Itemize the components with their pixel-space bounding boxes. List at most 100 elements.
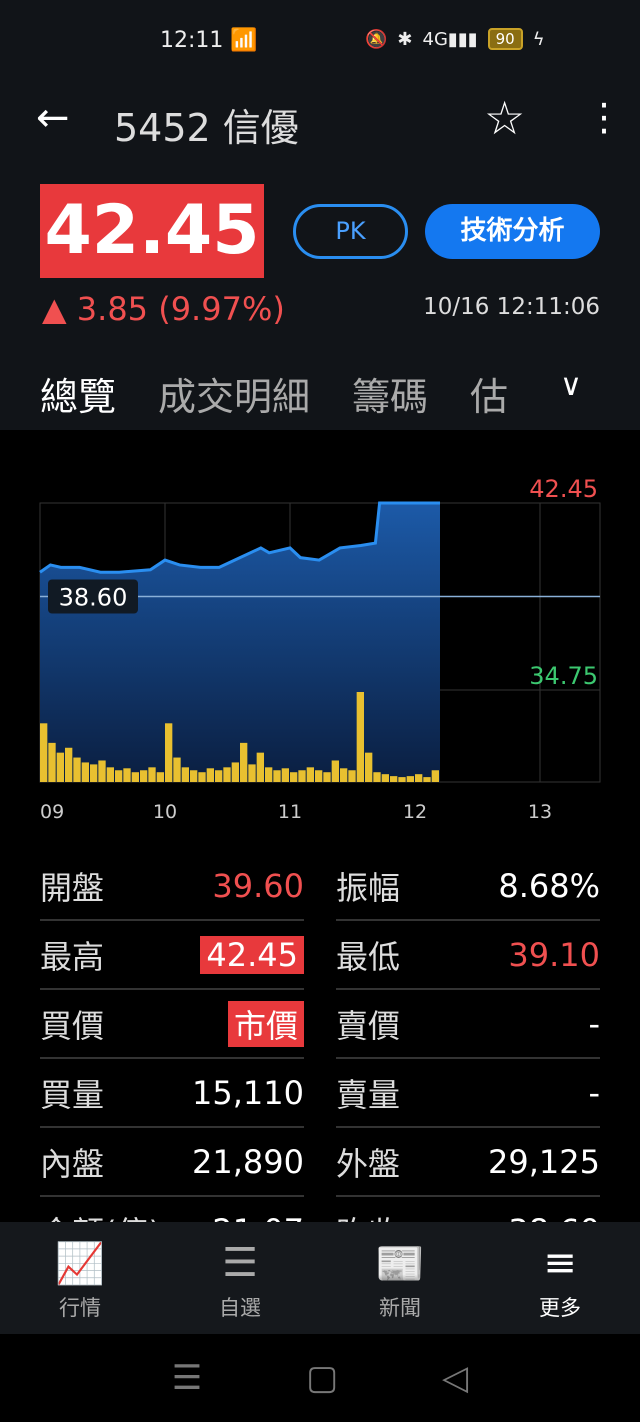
volume-bar <box>356 692 364 782</box>
stats-row: 買價 市價 賣價 - <box>40 990 600 1059</box>
volume-bar <box>398 777 406 782</box>
volume-bar <box>131 772 139 782</box>
volume-bar <box>140 770 148 782</box>
stats-grid: 開盤 39.60 振幅 8.68% 最高 42.45 最低 39.10 買價 市價 賣價 - 買量 15,… <box>40 852 600 1266</box>
volume-bar <box>348 770 356 782</box>
volume-bar <box>56 752 64 782</box>
volume-bar <box>48 742 56 782</box>
stat-label: 買價 <box>40 1006 105 1045</box>
stat-cell: 振幅 8.68% <box>336 852 600 921</box>
volume-bar <box>365 752 373 782</box>
volume-bar <box>40 723 48 782</box>
volume-bar <box>273 770 281 782</box>
bluetooth-icon: ✱ <box>397 28 413 50</box>
x-tick-label: 13 <box>528 801 552 823</box>
stat-value: 21,890 <box>192 1142 304 1181</box>
volume-bar <box>231 762 239 782</box>
volume-bar <box>423 777 431 782</box>
volume-bar <box>406 776 414 782</box>
tab-valuation[interactable]: 估 <box>470 375 509 419</box>
volume-bar <box>198 772 206 782</box>
stats-row: 內盤 21,890 外盤 29,125 <box>40 1128 600 1197</box>
system-nav: ☰ ▢ ◁ <box>0 1334 640 1422</box>
volume-bar <box>390 776 398 782</box>
signal-icon: 📶 <box>230 28 258 53</box>
pk-button[interactable]: PK <box>293 204 408 259</box>
stat-cell: 外盤 29,125 <box>336 1128 600 1197</box>
stat-value: 42.45 <box>200 935 304 974</box>
volume-bar <box>115 770 123 782</box>
nav-news[interactable]: 📰 新聞 <box>320 1222 480 1334</box>
stat-cell: 內盤 21,890 <box>40 1128 304 1197</box>
stat-label: 賣量 <box>336 1075 401 1114</box>
stat-value: - <box>588 1073 600 1112</box>
clock: 12:11 <box>160 28 224 53</box>
nav-label: 新聞 <box>379 1296 421 1320</box>
last-price: 42.45 <box>40 184 264 278</box>
tab-overview[interactable]: 總覽 <box>40 366 117 435</box>
star-icon[interactable]: ☆ <box>484 91 526 145</box>
nav-market[interactable]: 📈 行情 <box>0 1222 160 1334</box>
stat-label: 賣價 <box>336 1006 401 1045</box>
volume-bar <box>165 723 173 782</box>
nav-watchlist[interactable]: ☰ 自選 <box>160 1222 320 1334</box>
back-arrow-icon[interactable]: ← <box>36 95 70 141</box>
page-title: 5452 信優 <box>114 106 299 150</box>
tabs: 總覽 成交明細 籌碼 估 <box>40 366 508 435</box>
stats-row: 買量 15,110 賣量 - <box>40 1059 600 1128</box>
quote-time: 10/16 12:11:06 <box>423 294 600 320</box>
volume-bar <box>290 772 298 782</box>
stat-cell: 最高 42.45 <box>40 921 304 990</box>
price-line <box>39 501 440 574</box>
stat-cell: 買量 15,110 <box>40 1059 304 1128</box>
volume-bar <box>281 768 289 782</box>
volume-bar <box>315 770 323 782</box>
volume-bar <box>65 747 73 782</box>
tab-trade-details[interactable]: 成交明細 <box>158 375 311 419</box>
reference-label: 38.60 <box>59 584 128 612</box>
stat-value: 8.68% <box>498 866 600 905</box>
stat-cell: 開盤 39.60 <box>40 852 304 921</box>
volume-bar <box>265 767 273 782</box>
stat-cell: 賣量 - <box>336 1059 600 1128</box>
nav-more[interactable]: ≡ 更多 <box>480 1222 640 1334</box>
status-bar: 12:11 📶 🔕 ✱ 4G▮▮▮ 90 ϟ <box>160 28 545 53</box>
volume-bar <box>206 768 214 782</box>
mute-icon: 🔕 <box>365 28 388 50</box>
header: ← 5452 信優 ☆ ⋮ <box>0 91 640 150</box>
stat-cell: 買價 市價 <box>40 990 304 1059</box>
volume-bar <box>190 770 198 782</box>
back-icon[interactable]: ◁ <box>441 1358 469 1398</box>
tab-chips[interactable]: 籌碼 <box>352 375 429 419</box>
chevron-down-icon[interactable]: ∨ <box>560 368 582 403</box>
home-icon[interactable]: ▢ <box>306 1358 339 1398</box>
volume-bar <box>415 774 423 782</box>
x-tick-label: 09 <box>40 801 64 823</box>
volume-bar <box>148 767 156 782</box>
stat-cell: 賣價 - <box>336 990 600 1059</box>
volume-bar <box>306 767 314 782</box>
volume-bar <box>123 768 131 782</box>
chart-icon: 📈 <box>55 1241 105 1287</box>
volume-bar <box>431 770 439 782</box>
list-icon: ☰ <box>222 1240 258 1286</box>
volume-bar <box>256 752 264 782</box>
stat-value: 15,110 <box>192 1073 304 1112</box>
volume-bar <box>331 760 339 782</box>
recents-icon[interactable]: ☰ <box>171 1358 203 1398</box>
low-label: 34.75 <box>529 662 598 690</box>
more-vertical-icon[interactable]: ⋮ <box>585 95 623 139</box>
ref-badge <box>48 579 138 614</box>
menu-icon: ≡ <box>543 1240 577 1286</box>
bottom-nav: 📈 行情 ☰ 自選 📰 新聞 ≡ 更多 <box>0 1222 640 1334</box>
technical-analysis-button[interactable]: 技術分析 <box>425 204 600 259</box>
stats-row: 開盤 39.60 振幅 8.68% <box>40 852 600 921</box>
network-icon: 4G▮▮▮ <box>422 28 478 50</box>
volume-bar <box>381 774 389 782</box>
volume-bar <box>81 762 89 782</box>
stats-row: 最高 42.45 最低 39.10 <box>40 921 600 990</box>
volume-bar <box>223 767 231 782</box>
volume-bar <box>373 772 381 782</box>
stat-label: 買量 <box>40 1075 105 1114</box>
news-icon: 📰 <box>375 1241 425 1287</box>
